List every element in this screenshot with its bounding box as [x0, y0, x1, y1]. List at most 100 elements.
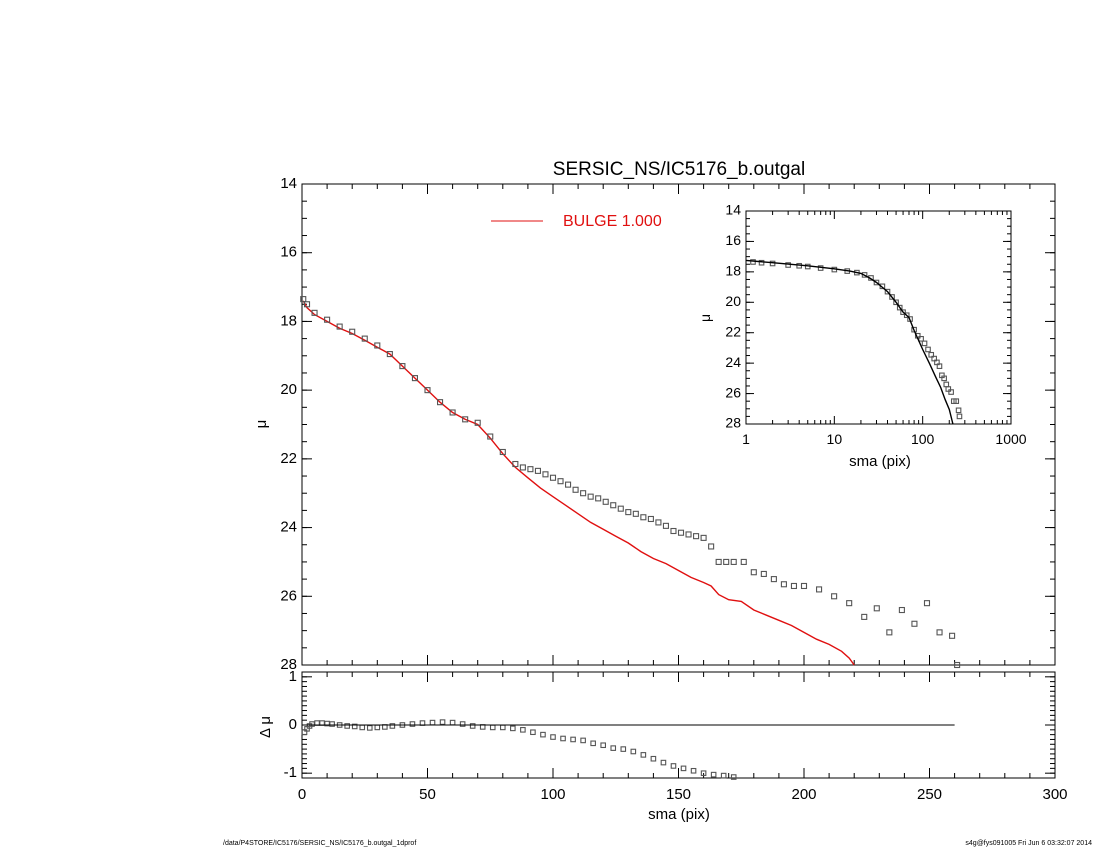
- data-point: [948, 389, 954, 395]
- data-point: [715, 558, 722, 565]
- data-point: [610, 502, 617, 509]
- data-point: [949, 632, 956, 639]
- data-point: [730, 558, 737, 565]
- data-point: [911, 620, 918, 627]
- y-tick-label: 28: [280, 656, 297, 673]
- main-profile-panel: 14 16 18 20 22 24 26 28: [280, 175, 1056, 673]
- data-point: [459, 721, 466, 727]
- y-tick-label: 18: [280, 312, 297, 329]
- resid-xlabel: sma (pix): [648, 806, 710, 823]
- data-point: [670, 527, 677, 535]
- data-point: [542, 471, 549, 478]
- data-point: [550, 734, 556, 740]
- data-point: [557, 478, 564, 485]
- y-tick-label: 26: [725, 384, 741, 400]
- data-point: [487, 433, 494, 440]
- data-point: [474, 419, 481, 426]
- y-tick-label: 16: [725, 232, 741, 248]
- data-point: [499, 448, 506, 456]
- footer-filepath: /data/P4STORE/IC5176/SERSIC_NS/IC5176_b.…: [223, 840, 417, 847]
- data-point: [512, 460, 519, 468]
- footer-timestamp: s4g@fys091005 Fri Jun 6 03:32:07 2014: [965, 840, 1092, 847]
- plot-frame: [745, 210, 1012, 425]
- data-point: [534, 467, 541, 474]
- x-tick-label: 10: [827, 431, 843, 447]
- data-point: [549, 474, 557, 481]
- data-point: [462, 416, 469, 423]
- data-point: [720, 772, 727, 779]
- data-point: [349, 328, 356, 335]
- data-point: [336, 323, 343, 330]
- data-point: [625, 509, 632, 516]
- main-ylabel: μ: [253, 420, 270, 429]
- data-point: [861, 613, 868, 620]
- data-point: [662, 522, 670, 529]
- y-tick-label: 22: [280, 450, 297, 467]
- data-point: [936, 363, 943, 369]
- data-point: [700, 770, 707, 776]
- data-point: [439, 719, 446, 725]
- y-tick-label: 16: [280, 244, 297, 261]
- data-point: [693, 533, 700, 540]
- data-point: [530, 729, 536, 736]
- y-tick-label: 14: [725, 202, 741, 218]
- y-tick-label: 22: [725, 323, 741, 339]
- data-point: [469, 723, 476, 729]
- data-point: [520, 727, 526, 733]
- data-point: [690, 767, 697, 774]
- data-point: [617, 505, 624, 512]
- model-line-0: [302, 300, 855, 666]
- data-point: [750, 569, 757, 576]
- data-point: [489, 724, 496, 731]
- data-point: [303, 301, 311, 308]
- data-point: [300, 296, 307, 303]
- data-point: [436, 399, 444, 406]
- data-point: [399, 363, 406, 370]
- y-tick-label: -1: [284, 764, 297, 781]
- data-point: [632, 510, 639, 517]
- data-point: [329, 721, 335, 727]
- data-point: [846, 600, 853, 607]
- data-point: [560, 735, 566, 742]
- x-tick-label: 150: [666, 786, 691, 803]
- data-point: [366, 725, 373, 731]
- data-point: [565, 481, 572, 488]
- data-point: [923, 600, 931, 607]
- x-tick-label: 100: [540, 786, 565, 803]
- data-point: [587, 493, 594, 500]
- y-tick-label: 18: [725, 263, 741, 279]
- data-point: [640, 752, 647, 758]
- data-point: [790, 582, 798, 590]
- data-point: [519, 464, 526, 471]
- data-point: [831, 593, 838, 600]
- data-point: [800, 582, 808, 590]
- data-point: [620, 746, 627, 752]
- data-point: [660, 759, 667, 766]
- data-point: [780, 581, 787, 588]
- x-tick-label: 250: [917, 786, 942, 803]
- data-point: [600, 742, 607, 749]
- data-point: [750, 259, 756, 265]
- data-point: [956, 413, 963, 420]
- data-point: [730, 774, 737, 780]
- data-point: [610, 745, 617, 751]
- data-point: [411, 375, 419, 382]
- chart-title: SERSIC_NS/IC5176_b.outgal: [553, 159, 805, 180]
- y-tick-label: 28: [725, 415, 741, 431]
- data-point: [409, 721, 416, 727]
- data-point: [590, 740, 596, 747]
- data-point: [580, 737, 586, 744]
- y-tick-label: 0: [289, 716, 297, 733]
- y-tick-label: 1: [289, 668, 297, 685]
- x-tick-label: 0: [298, 786, 306, 803]
- data-point: [630, 748, 637, 755]
- data-point: [647, 515, 654, 523]
- data-point: [953, 398, 960, 404]
- data-point: [945, 386, 952, 392]
- x-tick-label: 50: [419, 786, 436, 803]
- data-point: [758, 259, 765, 266]
- data-point: [527, 466, 534, 473]
- data-point: [760, 570, 767, 578]
- inset-xlabel: sma (pix): [849, 453, 911, 470]
